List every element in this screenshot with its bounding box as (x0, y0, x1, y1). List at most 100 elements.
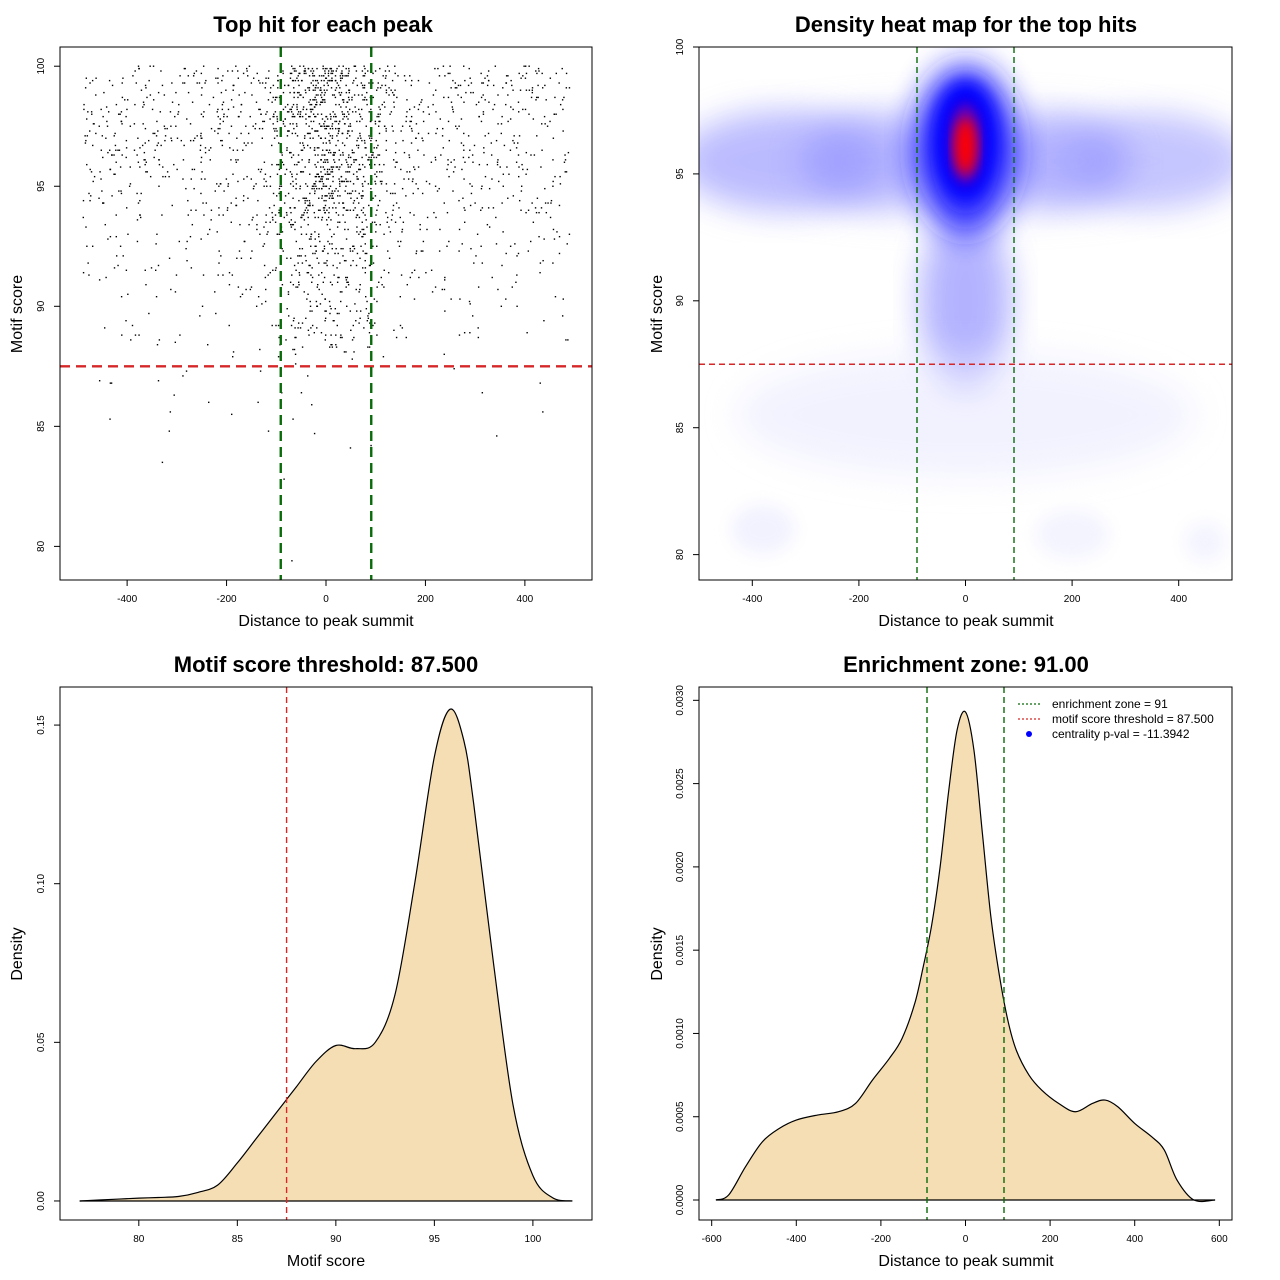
scatter-point (239, 295, 242, 298)
panel1-y-label: Motif score (9, 275, 26, 353)
scatter-point (544, 84, 546, 87)
scatter-point (111, 195, 113, 197)
scatter-point (323, 262, 325, 264)
scatter-point (341, 99, 344, 101)
scatter-point (314, 190, 316, 192)
scatter-point (321, 101, 324, 103)
scatter-point (342, 207, 345, 209)
scatter-point (282, 250, 284, 252)
scatter-point (327, 161, 329, 163)
scatter-point (326, 159, 329, 161)
scatter-point (349, 250, 352, 252)
scatter-point (305, 108, 308, 111)
scatter-point (115, 103, 118, 106)
scatter-point (349, 447, 352, 449)
scatter-point (222, 214, 224, 216)
scatter-point (328, 139, 331, 142)
scatter-point (202, 202, 204, 204)
scatter-point (262, 245, 264, 247)
scatter-point (351, 190, 354, 192)
scatter-point (237, 70, 239, 72)
scatter-point (88, 192, 90, 195)
scatter-point (374, 221, 376, 223)
scatter-point (351, 130, 353, 132)
scatter-point (338, 120, 341, 123)
scatter-point (446, 168, 448, 171)
scatter-point (349, 310, 352, 312)
scatter-point (481, 185, 483, 187)
scatter-point (288, 111, 290, 113)
scatter-point (523, 65, 525, 67)
scatter-point (301, 322, 304, 324)
scatter-point (86, 163, 88, 166)
scatter-point (341, 111, 343, 113)
scatter-point (362, 267, 364, 269)
x-tick-label: 100 (525, 1234, 542, 1245)
scatter-point (125, 139, 128, 142)
scatter-point (185, 370, 188, 372)
scatter-point (360, 245, 362, 247)
scatter-point (187, 91, 190, 94)
scatter-point (331, 195, 334, 197)
y-tick-label: 85 (36, 420, 47, 432)
scatter-point (217, 274, 219, 276)
scatter-point (257, 295, 260, 298)
scatter-point (329, 228, 331, 231)
scatter-point (430, 161, 433, 163)
scatter-point (323, 123, 325, 125)
scatter-point (250, 178, 252, 180)
scatter-point (347, 166, 350, 168)
scatter-point (334, 190, 336, 192)
scatter-point (289, 183, 292, 185)
scatter-point (323, 168, 326, 171)
scatter-point (399, 216, 401, 219)
scatter-point (210, 127, 213, 130)
scatter-point (362, 163, 364, 166)
density-blob (1184, 521, 1227, 563)
scatter-point (339, 291, 342, 293)
scatter-point (324, 298, 327, 300)
scatter-point (235, 65, 237, 67)
scatter-point (292, 113, 294, 115)
scatter-point (500, 132, 503, 135)
scatter-point (556, 231, 558, 233)
scatter-point (299, 171, 302, 173)
scatter-point (520, 77, 522, 79)
scatter-point (257, 199, 259, 202)
scatter-point (348, 99, 350, 101)
scatter-point (137, 137, 139, 139)
scatter-point (392, 159, 395, 161)
scatter-point (391, 125, 393, 127)
scatter-point (259, 82, 261, 84)
scatter-point (189, 235, 192, 238)
scatter-point (264, 276, 267, 279)
scatter-point (272, 123, 274, 125)
scatter-point (338, 127, 341, 130)
scatter-point (446, 245, 448, 247)
scatter-point (318, 288, 320, 291)
scatter-point (304, 67, 306, 70)
scatter-point (331, 247, 333, 250)
scatter-point (312, 120, 315, 123)
scatter-point (145, 87, 147, 89)
y-tick-label: 80 (36, 540, 47, 552)
panel2-density-field (699, 47, 1232, 580)
scatter-point (187, 214, 189, 216)
scatter-point (274, 111, 277, 113)
scatter-point (566, 243, 568, 245)
scatter-point (289, 72, 292, 75)
scatter-point (285, 211, 288, 214)
scatter-point (555, 72, 558, 75)
scatter-point (400, 130, 402, 132)
scatter-point (332, 154, 334, 156)
scatter-point (303, 211, 305, 214)
scatter-point (552, 262, 554, 264)
scatter-point (347, 228, 349, 231)
density-curve (79, 708, 573, 1202)
scatter-point (505, 103, 507, 106)
scatter-point (378, 120, 380, 123)
scatter-point (86, 135, 89, 137)
scatter-point (157, 380, 160, 382)
scatter-point (299, 111, 302, 113)
scatter-point (292, 123, 294, 125)
